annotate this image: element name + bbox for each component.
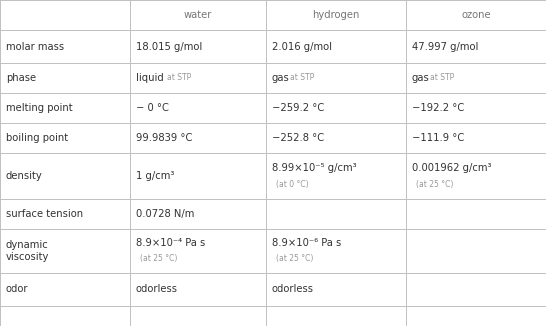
Text: odorless: odorless xyxy=(136,285,178,294)
Text: gas: gas xyxy=(272,73,290,83)
Text: 18.015 g/mol: 18.015 g/mol xyxy=(136,41,202,52)
Text: 2.016 g/mol: 2.016 g/mol xyxy=(272,41,332,52)
Text: odorless: odorless xyxy=(272,285,314,294)
Text: (at 25 °C): (at 25 °C) xyxy=(140,254,177,263)
Text: odor: odor xyxy=(6,285,28,294)
Text: water: water xyxy=(184,10,212,20)
Text: 99.9839 °C: 99.9839 °C xyxy=(136,133,192,143)
Text: hydrogen: hydrogen xyxy=(312,10,360,20)
Text: − 0 °C: − 0 °C xyxy=(136,103,169,113)
Text: 8.99×10⁻⁵ g/cm³: 8.99×10⁻⁵ g/cm³ xyxy=(272,163,357,173)
Text: −192.2 °C: −192.2 °C xyxy=(412,103,464,113)
Text: 0.0728 N/m: 0.0728 N/m xyxy=(136,209,194,219)
Text: −259.2 °C: −259.2 °C xyxy=(272,103,324,113)
Text: 0.001962 g/cm³: 0.001962 g/cm³ xyxy=(412,163,491,173)
Text: 8.9×10⁻⁴ Pa s: 8.9×10⁻⁴ Pa s xyxy=(136,238,205,248)
Text: 47.997 g/mol: 47.997 g/mol xyxy=(412,41,478,52)
Text: density: density xyxy=(6,171,43,181)
Text: at STP: at STP xyxy=(290,73,314,82)
Text: ozone: ozone xyxy=(461,10,491,20)
Text: boiling point: boiling point xyxy=(6,133,68,143)
Text: at STP: at STP xyxy=(430,73,454,82)
Text: (at 0 °C): (at 0 °C) xyxy=(276,180,308,189)
Text: 1 g/cm³: 1 g/cm³ xyxy=(136,171,174,181)
Text: −111.9 °C: −111.9 °C xyxy=(412,133,464,143)
Text: (at 25 °C): (at 25 °C) xyxy=(276,254,313,263)
Text: phase: phase xyxy=(6,73,36,83)
Text: gas: gas xyxy=(412,73,430,83)
Text: melting point: melting point xyxy=(6,103,73,113)
Text: (at 25 °C): (at 25 °C) xyxy=(416,180,453,189)
Text: at STP: at STP xyxy=(167,73,191,82)
Text: surface tension: surface tension xyxy=(6,209,83,219)
Text: dynamic
viscosity: dynamic viscosity xyxy=(6,240,49,262)
Text: 8.9×10⁻⁶ Pa s: 8.9×10⁻⁶ Pa s xyxy=(272,238,341,248)
Text: −252.8 °C: −252.8 °C xyxy=(272,133,324,143)
Text: liquid: liquid xyxy=(136,73,164,83)
Text: molar mass: molar mass xyxy=(6,41,64,52)
